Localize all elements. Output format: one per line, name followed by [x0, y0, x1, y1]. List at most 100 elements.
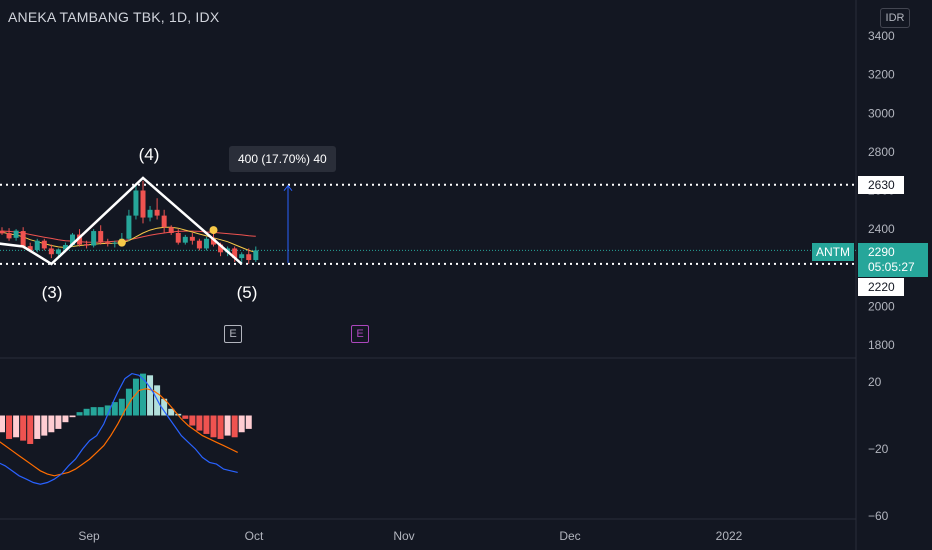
histogram-bar[interactable]	[13, 415, 20, 438]
price-tick-label: 3400	[868, 29, 895, 43]
candle-body[interactable]	[0, 230, 5, 234]
candle-body[interactable]	[126, 215, 132, 239]
wave-label: (5)	[237, 283, 258, 302]
histogram-bar[interactable]	[83, 408, 90, 416]
currency-badge[interactable]: IDR	[880, 8, 910, 28]
macd-pane[interactable]	[0, 372, 252, 485]
time-tick-label: Oct	[245, 529, 264, 543]
candle-body[interactable]	[105, 242, 111, 244]
histogram-bar[interactable]	[168, 408, 175, 416]
histogram-bar[interactable]	[97, 407, 104, 416]
histogram-bar[interactable]	[41, 415, 48, 436]
macd-tick-label: 20	[868, 375, 882, 389]
candle-body[interactable]	[232, 248, 238, 259]
candle-body[interactable]	[112, 242, 118, 244]
time-tick-label: 2022	[716, 529, 743, 543]
candle-body[interactable]	[211, 238, 216, 245]
histogram-bar[interactable]	[118, 398, 125, 416]
histogram-bar[interactable]	[62, 415, 69, 423]
pane-divider[interactable]	[0, 0, 857, 550]
candle-body[interactable]	[147, 209, 153, 218]
candle-body[interactable]	[168, 227, 174, 233]
candle-body[interactable]	[140, 190, 146, 218]
wave-label: (3)	[42, 283, 63, 302]
histogram-bar[interactable]	[147, 375, 154, 416]
candle-body[interactable]	[154, 209, 160, 216]
earnings-event-marker[interactable]: E	[351, 325, 369, 343]
histogram-bar[interactable]	[210, 415, 217, 438]
candle-body[interactable]	[196, 240, 202, 249]
histogram-bar[interactable]	[182, 415, 189, 419]
histogram-bar[interactable]	[104, 405, 111, 416]
candle-body[interactable]	[182, 236, 188, 243]
histogram-bar[interactable]	[245, 415, 252, 429]
candle-body[interactable]	[62, 244, 68, 250]
candlestick-series[interactable]	[0, 180, 259, 264]
candle-body[interactable]	[133, 190, 139, 216]
candle-body[interactable]	[239, 254, 245, 259]
histogram-bar[interactable]	[196, 415, 203, 431]
crossover-dot	[117, 238, 126, 247]
histogram-bar[interactable]	[111, 402, 118, 416]
candle-body[interactable]	[27, 246, 33, 251]
candle-body[interactable]	[20, 231, 26, 247]
histogram-bar[interactable]	[0, 415, 5, 433]
candle-body[interactable]	[218, 244, 224, 253]
histogram-bar[interactable]	[217, 415, 224, 439]
price-tick-label: 3200	[868, 68, 895, 82]
candle-body[interactable]	[41, 240, 47, 249]
ticker-badge: ANTM	[812, 243, 854, 261]
candle-body[interactable]	[13, 230, 19, 238]
price-measure-drawing[interactable]	[283, 184, 293, 263]
candle-body[interactable]	[48, 248, 54, 255]
candle-body[interactable]	[77, 234, 83, 245]
histogram-bar[interactable]	[90, 407, 97, 416]
wave-pattern-drawing[interactable]: (3) (4) (5)	[0, 145, 257, 302]
candle-body[interactable]	[189, 236, 195, 241]
histogram-bar[interactable]	[48, 415, 55, 433]
histogram-bar[interactable]	[224, 415, 231, 436]
histogram-bar[interactable]	[132, 378, 139, 416]
macd-tick-label: −20	[868, 442, 889, 456]
histogram-bar[interactable]	[6, 415, 13, 439]
signal-line	[0, 388, 238, 477]
candle-body[interactable]	[6, 232, 12, 239]
histogram-bar[interactable]	[125, 388, 132, 416]
price-tick-label: 3000	[868, 106, 895, 120]
candle-body[interactable]	[161, 215, 167, 228]
candle-body[interactable]	[98, 231, 104, 243]
crossover-dot	[209, 226, 218, 235]
candle-body[interactable]	[84, 244, 90, 246]
time-axis[interactable]: Sep Oct Nov Dec 2022	[78, 529, 742, 543]
earnings-event-marker[interactable]: E	[224, 325, 242, 343]
candle-body[interactable]	[34, 240, 40, 250]
macd-axis[interactable]: 20 −20 −60	[868, 375, 889, 523]
histogram-bar[interactable]	[34, 415, 41, 439]
histogram-bar[interactable]	[238, 415, 245, 433]
histogram-bar[interactable]	[20, 415, 27, 441]
price-tick-label: 2400	[868, 222, 895, 236]
bar-countdown: 05:05:27	[868, 260, 915, 274]
wave-label: (4)	[139, 145, 160, 164]
histogram-bar[interactable]	[189, 415, 196, 426]
candle-body[interactable]	[70, 234, 75, 245]
candle-body[interactable]	[203, 238, 209, 249]
resistance-level-tag: 2630	[858, 176, 904, 194]
histogram-bar[interactable]	[27, 415, 34, 444]
histogram-bar[interactable]	[69, 415, 76, 418]
candle-body[interactable]	[246, 254, 252, 261]
measure-arrow-head	[283, 184, 293, 191]
candle-body[interactable]	[55, 249, 61, 254]
candle-body[interactable]	[91, 231, 97, 246]
histogram-bar[interactable]	[76, 412, 83, 416]
histogram-bar[interactable]	[203, 415, 210, 434]
candle-body[interactable]	[175, 232, 181, 243]
histogram-bar[interactable]	[161, 398, 168, 416]
wave-pattern-line[interactable]	[0, 176, 243, 266]
histogram-bar[interactable]	[55, 415, 62, 429]
histogram-bar[interactable]	[231, 415, 238, 438]
histogram-bar[interactable]	[140, 373, 146, 416]
candle-body[interactable]	[253, 250, 259, 261]
price-tick-label: 1800	[868, 338, 895, 352]
